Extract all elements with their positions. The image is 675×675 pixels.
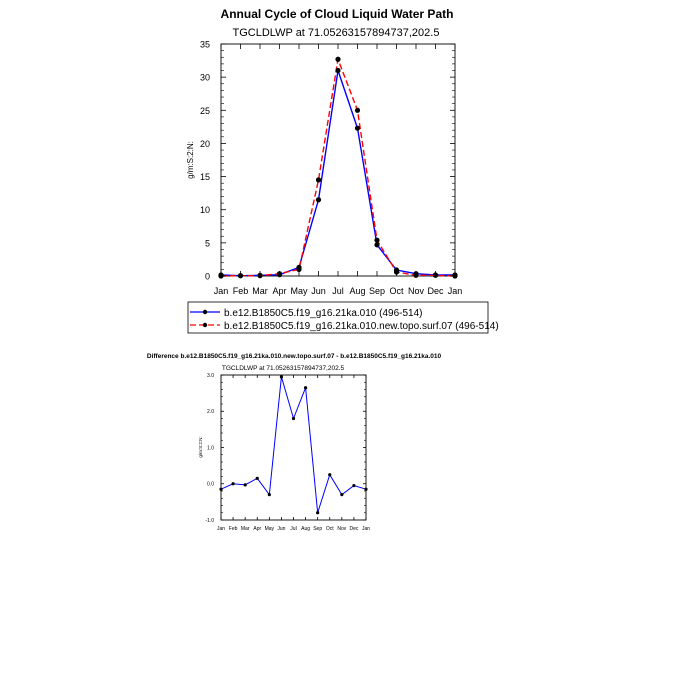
x-tick-label: Aug: [301, 526, 310, 532]
x-tick-label: Oct: [326, 526, 334, 532]
series-2-point: [374, 237, 380, 243]
legend-box: [187, 301, 489, 334]
series-1-point: [255, 476, 259, 480]
x-tick-label: Jan: [214, 286, 229, 296]
x-tick-label: Oct: [389, 286, 404, 296]
x-tick-label: Apr: [253, 526, 261, 532]
x-tick-label: Jan: [217, 526, 225, 532]
series-1-point: [335, 67, 341, 74]
series-1-point: [364, 487, 368, 491]
x-tick-label: Feb: [229, 526, 238, 532]
x-tick-label: Jun: [311, 286, 326, 296]
series-line-2: [220, 56, 456, 277]
y-tick-label: 0: [205, 272, 210, 282]
series-1-point: [340, 493, 344, 497]
x-tick-label: May: [290, 286, 308, 296]
chart-title: Annual Cycle of Cloud Liquid Water Path: [221, 7, 454, 21]
x-tick-label: Feb: [233, 286, 249, 296]
series-1-point: [328, 473, 332, 477]
x-tick-label: Nov: [337, 526, 346, 532]
x-tick-label: Mar: [241, 526, 250, 532]
x-tick-label: May: [265, 526, 275, 532]
series-line-1: [220, 70, 455, 277]
y-tick-label: 0.0: [207, 482, 214, 488]
difference-chart-title: Difference b.e12.B1850C5.f19_g16.21ka.01…: [147, 353, 442, 360]
y-tick-label: 5: [205, 238, 210, 248]
series-line-1: [220, 376, 367, 513]
x-tick-label: Nov: [408, 286, 425, 296]
y-axis-label: g/m:S:2:N:: [186, 141, 195, 179]
series-2-point: [315, 177, 322, 183]
x-tick-label: Dec: [427, 286, 444, 296]
plot-frame: [220, 43, 456, 277]
series-1-point: [303, 386, 308, 390]
x-tick-label: Mar: [252, 286, 268, 296]
y-tick-label: 15: [200, 172, 210, 182]
x-tick-label: Jan: [448, 286, 463, 296]
series-2-point: [354, 107, 361, 113]
x-tick-label: Sep: [369, 286, 385, 296]
x-tick-label: Apr: [272, 286, 286, 296]
difference-y-axis-label: g/m:S:2:N:: [198, 436, 203, 457]
legend-label-series-2: b.e12.B1850C5.f19_g16.21ka.010.new.topo.…: [224, 321, 499, 332]
series-2-point: [296, 266, 302, 272]
y-tick-label: 2.0: [207, 409, 214, 415]
x-tick-label: Jan: [362, 526, 370, 532]
y-tick-label: 10: [200, 205, 210, 215]
chart-subtitle: TGCLDLWP at 71.05263157894737,202.5: [233, 27, 440, 39]
legend-label-series-1: b.e12.B1850C5.f19_g16.21ka.010 (496-514): [224, 308, 423, 319]
x-tick-label: Aug: [349, 286, 365, 296]
series-1-point: [267, 493, 271, 497]
x-tick-label: Jul: [332, 286, 344, 296]
series-1-point: [315, 197, 322, 203]
y-tick-label: 30: [200, 73, 210, 83]
series-1-point: [352, 483, 356, 488]
y-tick-label: 20: [200, 139, 210, 149]
difference-chart-subtitle: TGCLDLWP at 71.05263157894737,202.5: [222, 365, 345, 372]
x-tick-label: Dec: [349, 526, 358, 532]
y-tick-label: 1.0: [207, 445, 214, 451]
main-chart: Annual Cycle of Cloud Liquid Water Path …: [186, 7, 462, 296]
legend: b.e12.B1850C5.f19_g16.21ka.010 (496-514)…: [187, 301, 499, 334]
y-tick-label: -1.0: [205, 518, 214, 524]
series-1-point: [316, 511, 320, 515]
series-2-point: [335, 56, 341, 62]
difference-chart: Difference b.e12.B1850C5.f19_g16.21ka.01…: [147, 353, 442, 532]
series-1-point: [354, 125, 361, 131]
y-tick-label: 35: [200, 40, 210, 50]
series-1-point: [219, 487, 223, 491]
series-1-point: [374, 242, 380, 248]
series-1-point: [231, 482, 235, 486]
series-1-point: [243, 483, 247, 487]
plot-frame: [220, 374, 367, 521]
series-1-point: [291, 416, 296, 421]
x-tick-label: Jun: [277, 526, 285, 532]
y-tick-label: 3.0: [207, 373, 214, 379]
x-tick-label: Jul: [290, 526, 296, 532]
x-tick-label: Sep: [313, 526, 322, 532]
y-tick-label: 25: [200, 106, 210, 116]
legend-marker-series-1: [202, 309, 208, 315]
legend-marker-series-2: [202, 322, 208, 328]
